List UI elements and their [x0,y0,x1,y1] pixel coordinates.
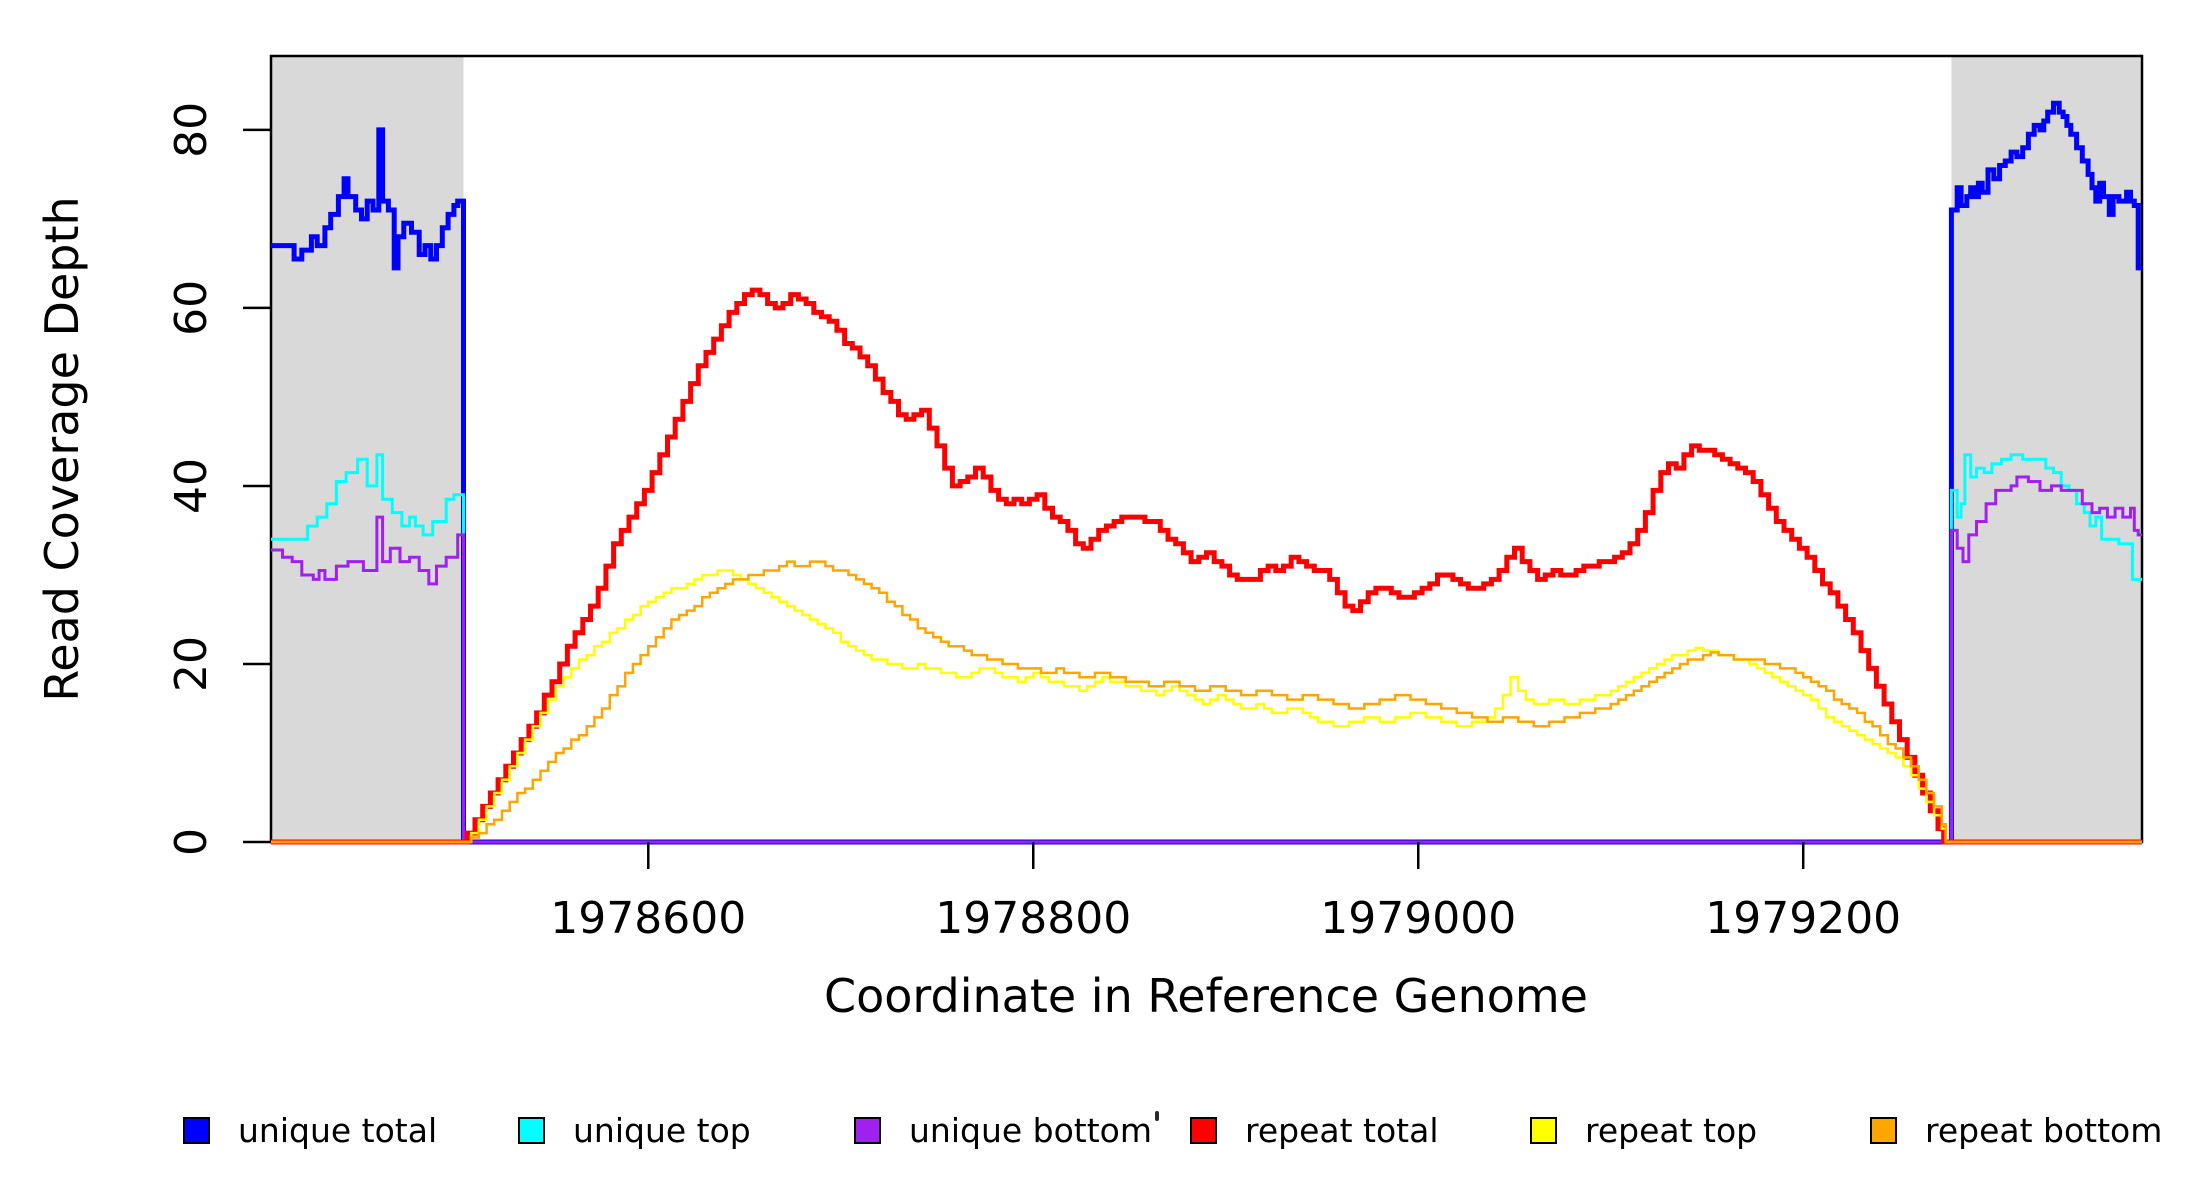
unique-region-right [1951,56,2142,842]
y-axis-title: Read Coverage Depth [35,196,89,701]
x-tick-label: 1979200 [1705,893,1901,944]
x-axis-title: Coordinate in Reference Genome [824,969,1588,1023]
series-line-unique-bottom [271,475,2142,844]
shaded-regions [271,56,2142,842]
plot-box [269,54,2144,844]
series-line-repeat-total [271,287,2142,845]
stray-mark [1155,1111,1159,1121]
series-lines [271,100,2142,845]
x-tick-label: 1978600 [550,893,746,944]
plot-border [269,54,2144,844]
y-tick-label: 0 [166,828,217,856]
series-line-repeat-top [271,569,2142,844]
axes: 1978600 1978800 1979000 1979200 0 20 40 60 80 [166,102,1901,944]
y-tick-label: 40 [166,458,217,514]
series-line-unique-total [271,100,2142,845]
y-tick-label: 80 [166,102,217,158]
y-tick-label: 60 [166,280,217,336]
unique-region-left [271,56,464,842]
y-tick-label: 20 [166,636,217,692]
x-tick-label: 1979000 [1320,893,1516,944]
series-line-repeat-bottom [271,560,2142,844]
x-tick-label: 1978800 [935,893,1131,944]
